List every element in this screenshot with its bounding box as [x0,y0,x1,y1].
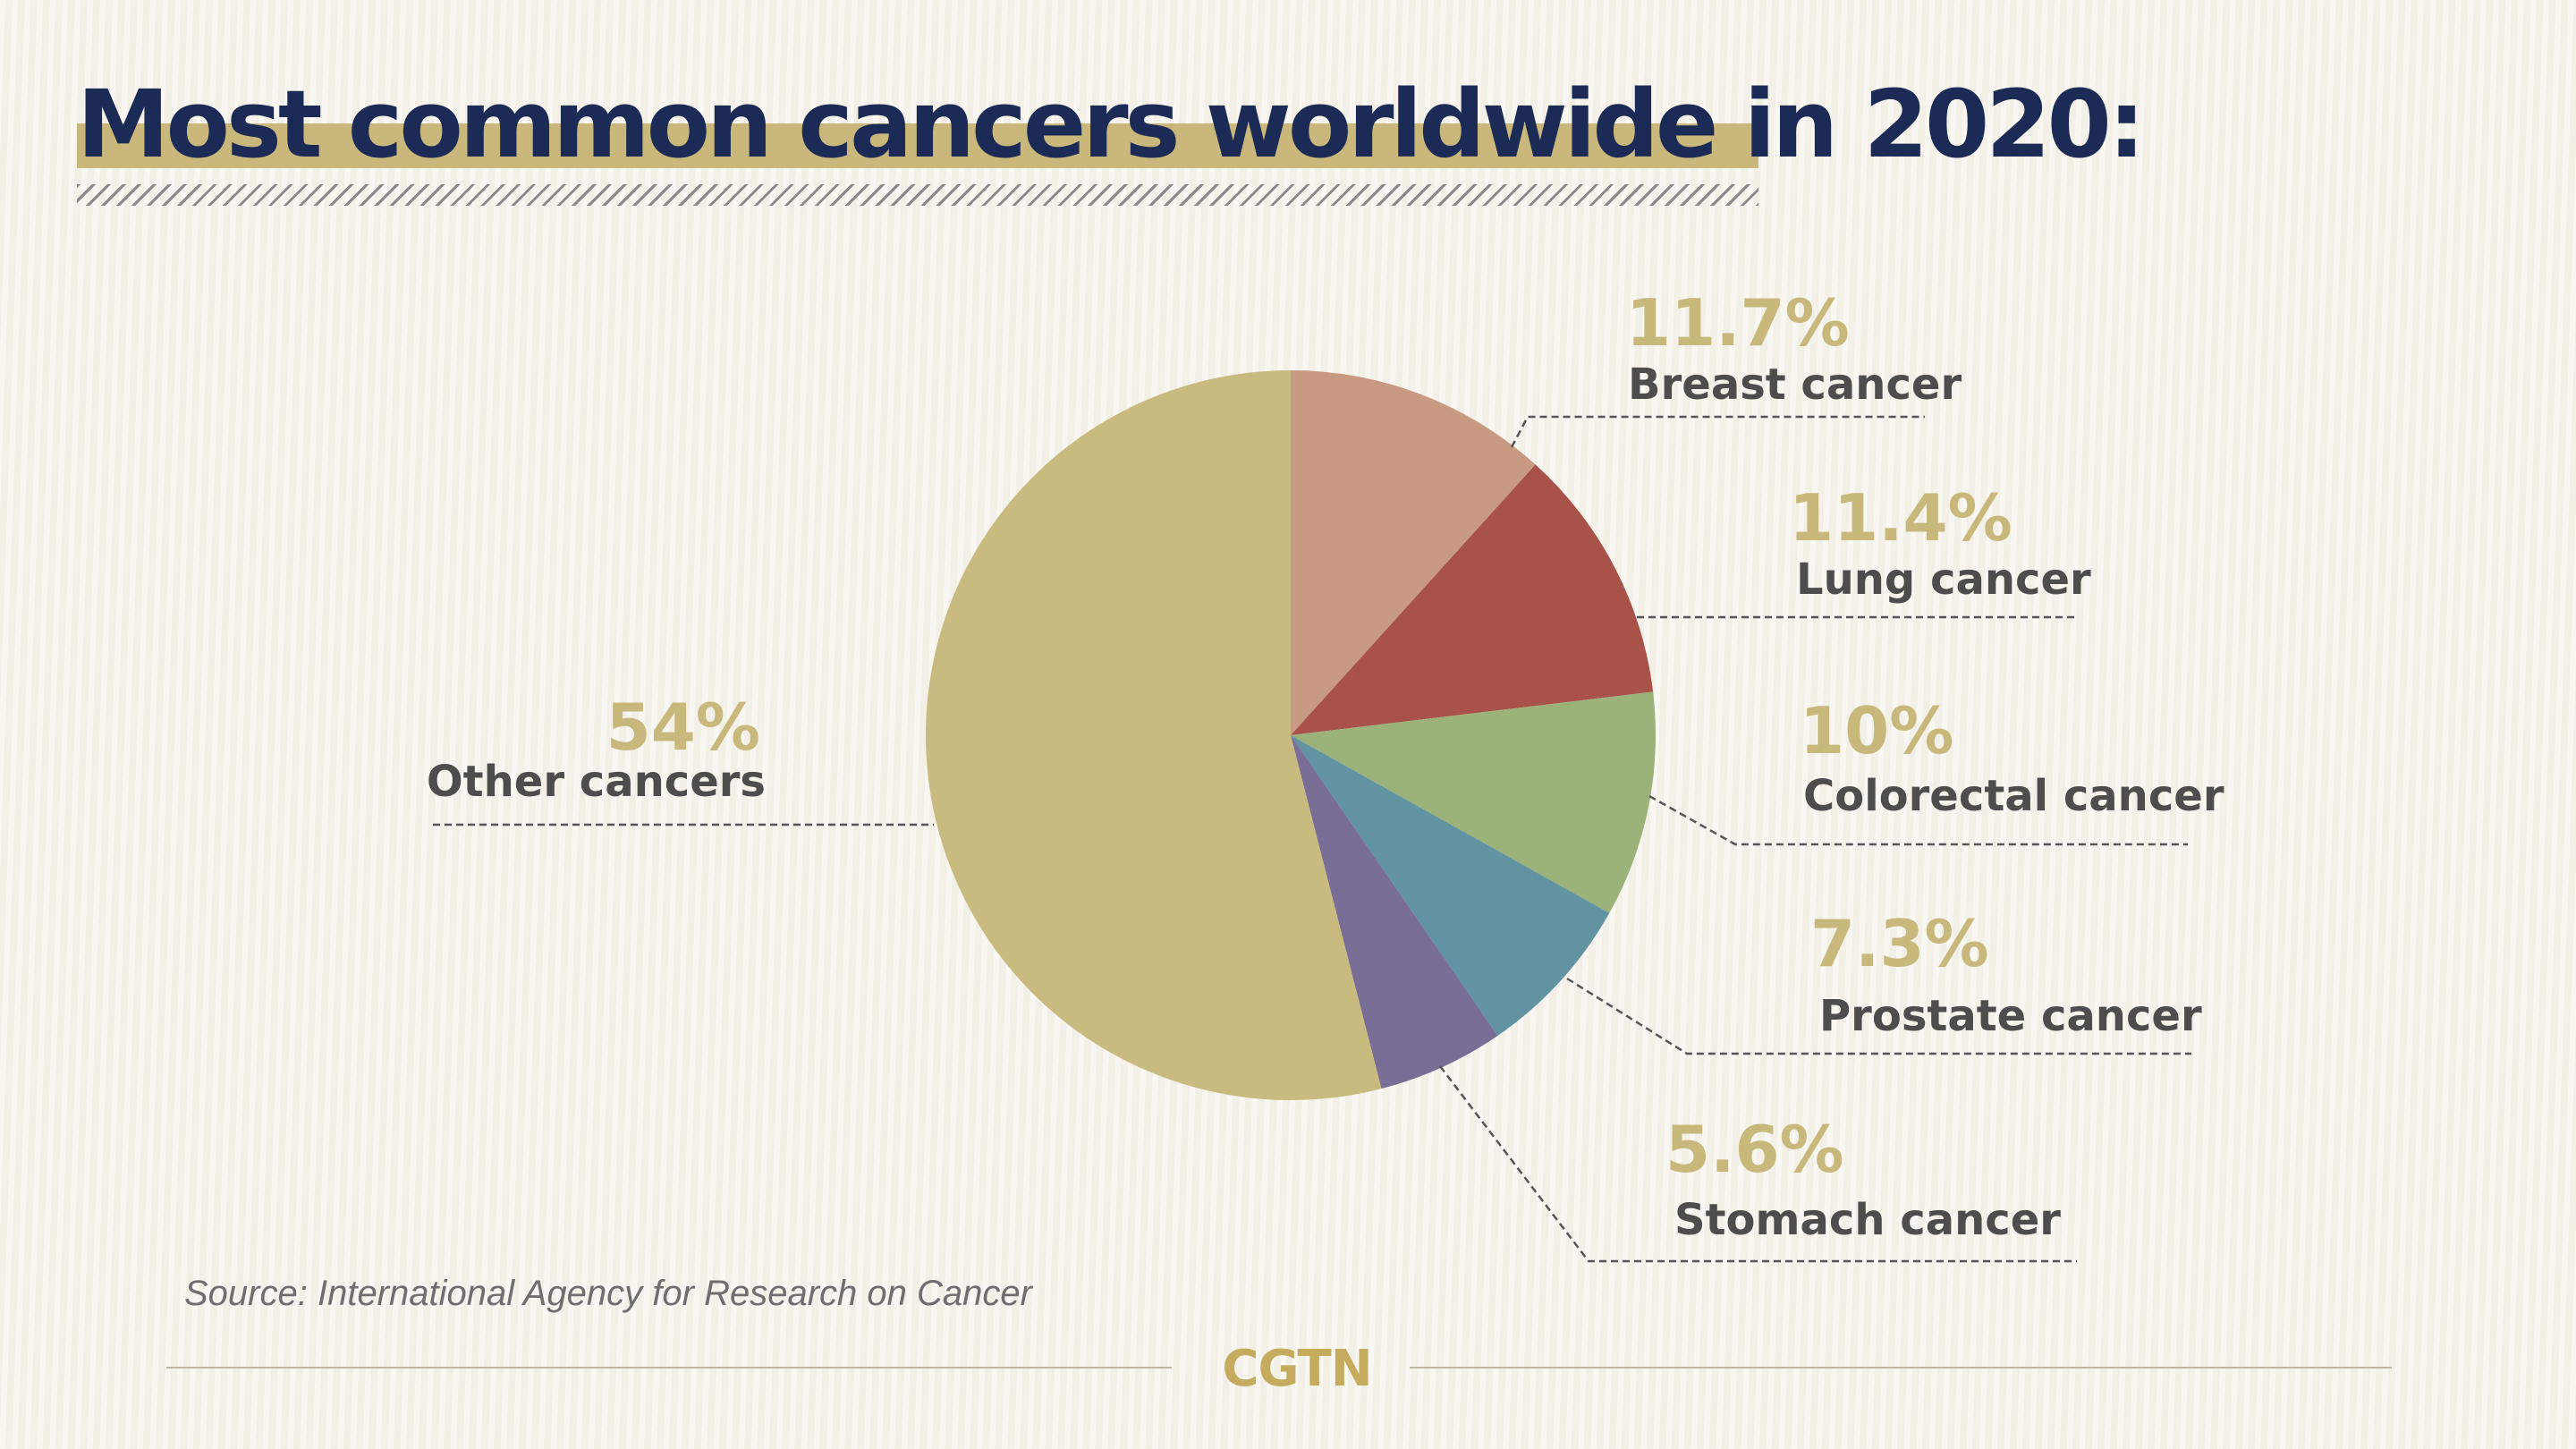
leader-line-colorectal [1648,794,2188,846]
pie-slice-other [925,370,1382,1100]
slice-label-prostate: Prostate cancer [1819,991,2202,1041]
chart-title: Most common cancers worldwide in 2020: [77,70,2146,179]
pie-slice-breast [1291,370,1536,735]
footer-rule-left [166,1367,1172,1368]
source-note: Source: International Agency for Researc… [184,1274,1032,1313]
slice-percent-breast: 11.7% [1626,285,1850,360]
slice-percent-colorectal: 10% [1800,693,1953,768]
pie-slices [925,370,1657,1100]
title-highlight-bar [77,123,1758,168]
title-block: Most common cancers worldwide in 2020: [77,54,2146,206]
pie-slice-prostate [1291,735,1610,1036]
leader-line-prostate [1566,977,2191,1055]
title-hatch-divider [77,184,1758,206]
slice-label-lung: Lung cancer [1796,555,2091,605]
slice-label-other: Other cancers [427,757,766,807]
pie-slice-stomach [1291,735,1498,1089]
cgtn-logo: CGTN [1222,1340,1372,1398]
slice-percent-lung: 11.4% [1789,480,2012,555]
leader-line-breast [1510,415,1925,448]
slice-label-breast: Breast cancer [1628,360,1962,410]
slice-label-stomach: Stomach cancer [1674,1195,2061,1245]
slice-percent-prostate: 7.3% [1810,906,1989,981]
slice-label-colorectal: Colorectal cancer [1803,771,2224,821]
footer-rule-right [1410,1367,2392,1368]
slice-percent-other: 54% [606,690,760,765]
slice-percent-stomach: 5.6% [1665,1112,1844,1187]
pie-slice-lung [1291,464,1654,735]
pie-slice-colorectal [1291,691,1657,913]
leader-line-stomach [1439,1065,2077,1263]
